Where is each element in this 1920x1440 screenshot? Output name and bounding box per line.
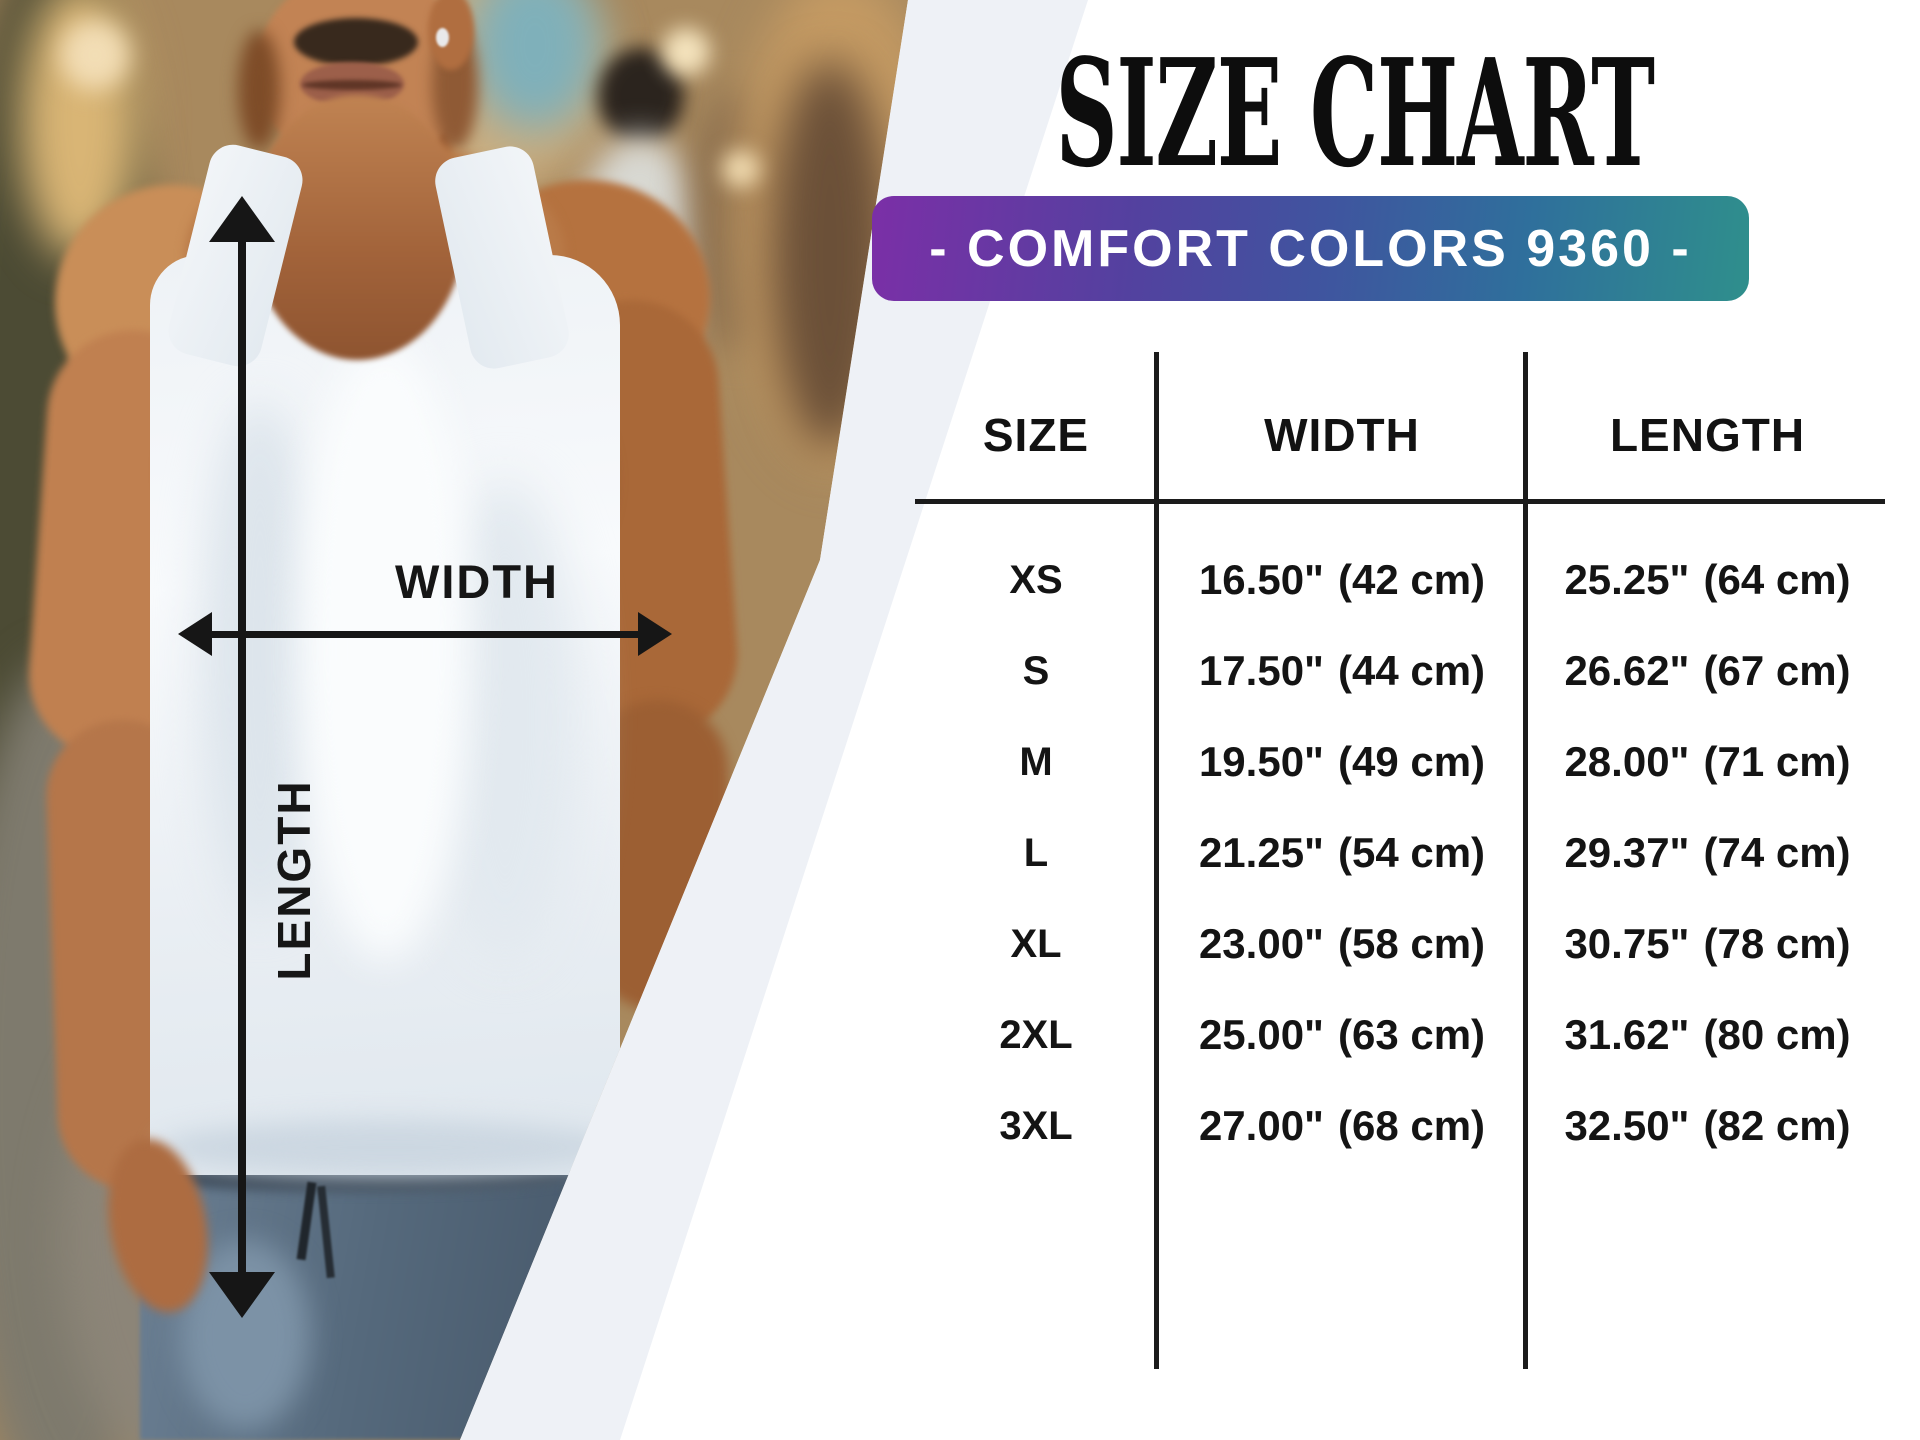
size-table: SIZE WIDTH LENGTH XS 16.50" (42 cm) 25.25"(… — [915, 352, 1885, 1369]
cell-size: M — [1019, 739, 1053, 784]
table-row: XL 23.00" (58 cm) 30.75" (78 cm) — [915, 899, 1885, 989]
arrow-down-icon — [209, 1272, 275, 1318]
table-row: L 21.25" (54 cm) 29.37" (74 cm) — [915, 808, 1885, 898]
table-row: XS 16.50" (42 cm) 25.25" (64 cm) — [915, 535, 1885, 625]
cell-width: 23.00" (58 cm) — [1198, 920, 1486, 967]
cell-width: 17.50" (44 cm) — [1198, 647, 1486, 694]
cell-size: S — [1022, 648, 1050, 693]
header-size: SIZE — [982, 409, 1090, 461]
cell-length: 31.62" (80 cm) — [1564, 1011, 1851, 1058]
cell-width: 21.25" (54 cm) — [1198, 829, 1486, 876]
table-row: 3XL 27.00" (68 cm) 32.50" (82 cm) — [915, 1081, 1885, 1171]
cell-length: 29.37" (74 cm) — [1564, 829, 1851, 876]
cell-size: XL — [1010, 921, 1062, 966]
ear — [428, 0, 474, 70]
arrow-right-icon — [638, 612, 672, 656]
header-length: LENGTH — [1609, 409, 1806, 461]
width-annotation-label: WIDTH — [394, 555, 559, 608]
cell-length: 32.50" (82 cm) — [1564, 1102, 1851, 1149]
table-row: M 19.50" (49 cm) 28.00" (71 cm) — [915, 717, 1885, 807]
header-divider — [915, 499, 1885, 504]
cell-length: 28.00" (71 cm) — [1564, 738, 1851, 785]
cell-length: 30.75" (78 cm) — [1564, 920, 1851, 967]
cell-size: 3XL — [999, 1103, 1073, 1148]
cell-size: 2XL — [999, 1012, 1073, 1057]
column-divider — [1523, 352, 1528, 1369]
mustache — [294, 18, 418, 66]
page-title: SIZE CHART — [1055, 25, 1655, 200]
length-annotation-label: LENGTH — [268, 779, 320, 981]
cell-width: 16.50" (42 cm) — [1198, 556, 1486, 603]
arrow-left-icon — [178, 612, 212, 656]
table-header: SIZE WIDTH LENGTH — [915, 405, 1885, 465]
table-row: S 17.50" (44 cm) 26.62" (67 cm) — [915, 626, 1885, 716]
table-row: 2XL 25.00" (63 cm) 31.62" (80 cm) — [915, 990, 1885, 1080]
header-width: WIDTH — [1264, 409, 1420, 461]
cell-width: 19.50" (49 cm) — [1198, 738, 1486, 785]
product-banner: - COMFORT COLORS 9360 - — [872, 196, 1749, 301]
product-banner-label: - COMFORT COLORS 9360 - — [929, 219, 1692, 278]
cell-size: XS — [1009, 557, 1063, 602]
column-divider — [1154, 352, 1159, 1369]
cell-size: L — [1023, 830, 1049, 875]
cell-width: 25.00" (63 cm) — [1198, 1011, 1486, 1058]
cell-width: 27.00" (68 cm) — [1198, 1102, 1486, 1149]
cell-length: 26.62" (67 cm) — [1564, 647, 1851, 694]
cell-length: 25.25" (64 cm) — [1564, 556, 1851, 603]
earring — [436, 28, 449, 47]
